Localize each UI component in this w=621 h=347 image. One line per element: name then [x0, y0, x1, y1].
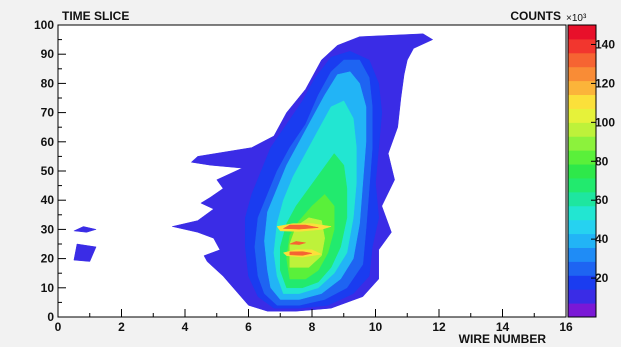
- y-axis: 0 10 20 30 40 50 60 70 80 90 100: [34, 18, 66, 324]
- colorbar-swatch: [568, 38, 596, 54]
- colorbar-multiplier: ×10³: [566, 13, 587, 24]
- y-tick-label: 60: [41, 135, 55, 149]
- colorbar-swatch: [568, 150, 596, 165]
- x-tick-label: 10: [369, 320, 383, 334]
- colorbar-swatch: [568, 303, 596, 318]
- x-tick-label: 6: [245, 320, 252, 334]
- y-tick-label: 10: [41, 281, 55, 295]
- colorbar-swatch: [568, 275, 596, 290]
- colorbar-swatch: [568, 233, 596, 248]
- x-tick-label: 0: [55, 320, 62, 334]
- colorbar-swatch: [568, 80, 596, 96]
- x-axis: 0 2 4 6 8 10 12 14 16: [55, 309, 573, 334]
- colorbar-swatch: [568, 261, 596, 276]
- colorbar-swatch: [568, 289, 596, 304]
- contour-band-1: [72, 226, 98, 233]
- x-tick-label: 12: [432, 320, 446, 334]
- colorbar-swatch: [568, 247, 596, 262]
- colorbar-tick-label: 40: [595, 232, 609, 246]
- x-tick-label: 8: [309, 320, 316, 334]
- colorbar-tick-label: 60: [595, 193, 609, 207]
- x-tick-label: 2: [118, 320, 125, 334]
- contour-band-18: [289, 251, 313, 256]
- colorbar: 20 40 60 80 100 120 140: [567, 24, 615, 318]
- colorbar-tick-label: 120: [595, 76, 615, 90]
- y-tick-label: 70: [41, 106, 55, 120]
- contour-band-18: [289, 241, 306, 245]
- y-tick-label: 50: [41, 164, 55, 178]
- y-tick-label: 40: [41, 193, 55, 207]
- colorbar-swatch: [568, 108, 596, 123]
- contour-band-1: [73, 243, 97, 262]
- colorbar-swatch: [568, 177, 596, 193]
- colorbar-tick-label: 80: [595, 154, 609, 168]
- colorbar-swatch: [568, 66, 596, 82]
- colorbar-label: COUNTS: [510, 9, 561, 23]
- y-tick-label: 90: [41, 47, 55, 61]
- colorbar-swatch: [568, 191, 596, 207]
- chart-title: TIME SLICE: [62, 9, 129, 23]
- colorbar-swatch: [568, 52, 596, 68]
- colorbar-swatch: [568, 94, 596, 109]
- y-tick-label: 100: [34, 18, 54, 32]
- colorbar-swatch: [568, 205, 596, 221]
- x-tick-label: 4: [182, 320, 189, 334]
- colorbar-swatch: [568, 25, 596, 40]
- x-tick-label: 14: [496, 320, 510, 334]
- y-tick-label: 80: [41, 76, 55, 90]
- colorbar-tick-label: 140: [595, 37, 615, 51]
- contour-band-18: [282, 224, 319, 230]
- colorbar-swatch: [568, 164, 596, 179]
- heatmap-contours: [72, 33, 434, 312]
- colorbar-swatch: [568, 122, 596, 137]
- x-tick-label: 16: [559, 320, 573, 334]
- y-tick-label: 30: [41, 222, 55, 236]
- colorbar-tick-label: 20: [595, 271, 609, 285]
- x-axis-label: WIRE NUMBER: [459, 332, 547, 346]
- colorbar-frame: [567, 24, 597, 318]
- y-tick-label: 0: [47, 310, 54, 324]
- colorbar-swatch: [568, 219, 596, 235]
- y-tick-label: 20: [41, 252, 55, 266]
- colorbar-swatch: [568, 136, 596, 151]
- colorbar-tick-label: 100: [595, 115, 615, 129]
